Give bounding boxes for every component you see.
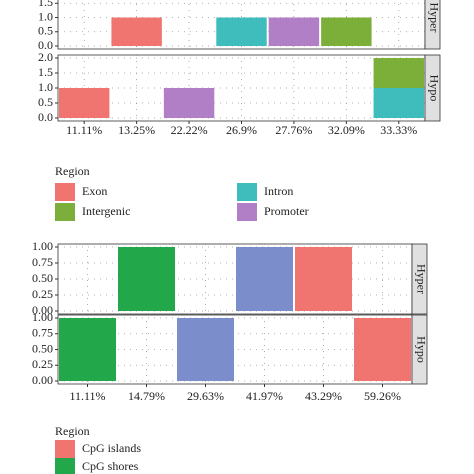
strip [424,54,441,122]
bar [268,17,320,46]
legend-label: Intergenic [82,204,130,218]
y-tick-label: 1.5 [38,0,53,9]
legend-swatch [237,203,257,221]
x-tick-label: 59.26% [364,389,401,403]
x-tick-label: 41.97% [246,389,283,403]
strip [411,314,428,385]
strip-label: Hypo [414,336,428,363]
x-tick-label: 26.9% [226,123,257,137]
legend-swatch [55,183,75,201]
panel-background [57,54,426,122]
strip-label: Hypo [427,75,441,102]
y-tick-label: 1.0 [38,9,53,23]
x-tick-label: 11.11% [66,123,102,137]
legend-swatch [55,203,75,221]
x-tick-label: 33.33% [380,123,417,137]
y-tick-label: 2.0 [38,50,53,64]
legend-label: CpG islands [82,441,141,455]
bar [321,17,372,46]
y-tick-label: 0.75 [32,255,53,269]
y-tick-label: 0.25 [32,357,53,371]
y-tick-label: 1.00 [32,310,53,324]
y-tick-label: 0.50 [32,341,53,355]
legend-label: CpG shores [82,459,139,473]
bar [163,88,215,118]
x-tick-label: 27.76% [275,123,312,137]
y-tick-label: 0.25 [32,287,53,301]
y-tick-label: 0.50 [32,271,53,285]
legend-title: Region [55,164,90,178]
bar [59,318,116,381]
strip-label: Hyper [414,264,428,294]
bar [373,88,424,118]
strip-label: Hyper [427,3,441,33]
x-tick-label: 32.09% [328,123,365,137]
y-tick-label: 1.0 [38,80,53,94]
bar [373,58,424,88]
bar [111,17,162,46]
x-tick-label: 11.11% [69,389,105,403]
bar [354,318,411,381]
y-tick-label: 0.0 [38,38,53,52]
legend-title: Region [55,424,90,438]
x-tick-label: 13.25% [118,123,155,137]
y-tick-label: 1.5 [38,65,53,79]
legend-label: Promoter [264,204,309,218]
y-tick-label: 1.00 [32,239,53,253]
x-tick-label: 22.22% [171,123,208,137]
legend-label: Exon [82,184,107,198]
y-tick-label: 0.75 [32,326,53,340]
legend-swatch [55,458,75,474]
bar [118,247,175,311]
bar [236,247,293,311]
x-tick-label: 29.63% [187,389,224,403]
strip [411,243,428,315]
legend-swatch [55,440,75,458]
y-tick-label: 0.5 [38,24,53,38]
legend-swatch [237,183,257,201]
y-tick-label: 0.0 [38,110,53,124]
x-tick-label: 43.29% [305,389,342,403]
y-tick-label: 0.5 [38,95,53,109]
bar [216,17,267,46]
bar [59,88,110,118]
bar [295,247,352,311]
y-tick-label: 0.00 [32,303,53,317]
legend-label: Intron [264,184,293,198]
y-tick-label: 0.00 [32,373,53,387]
bar [177,318,234,381]
x-tick-label: 14.79% [128,389,165,403]
strip [424,0,441,50]
